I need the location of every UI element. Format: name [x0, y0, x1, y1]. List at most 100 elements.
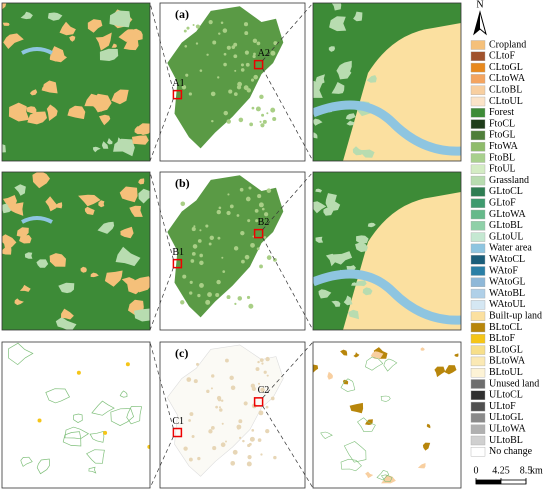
- speck: [191, 252, 196, 256]
- speck: [182, 274, 187, 279]
- speck: [266, 112, 269, 115]
- speck: [255, 367, 260, 372]
- patch: [8, 342, 34, 366]
- patch: [147, 444, 150, 449]
- panel-border: [1, 341, 151, 489]
- patch: [420, 347, 425, 351]
- patch: [119, 390, 128, 398]
- speck: [239, 436, 242, 440]
- patch: [343, 295, 353, 306]
- legend-label: Built-up land: [489, 310, 542, 321]
- speck: [180, 300, 185, 305]
- speck: [234, 69, 237, 72]
- legend-swatch: [470, 175, 486, 186]
- patch: [376, 469, 389, 481]
- patch: [313, 201, 327, 214]
- speck: [239, 187, 244, 192]
- speck: [197, 239, 202, 243]
- speck: [265, 356, 270, 362]
- patch: [103, 430, 108, 435]
- province: [166, 344, 284, 477]
- patch: [2, 245, 12, 255]
- speck: [226, 295, 231, 300]
- patch: [89, 430, 105, 443]
- leader-line: [262, 237, 314, 331]
- legend-label: ULtoF: [489, 401, 516, 412]
- legend-swatch: [470, 322, 486, 333]
- legend-swatch: [470, 390, 486, 400]
- patch: [3, 195, 17, 207]
- patch: [329, 16, 347, 32]
- patch: [24, 252, 33, 259]
- speck: [261, 207, 265, 211]
- speck: [248, 442, 252, 446]
- speck: [256, 247, 260, 251]
- panel-border: [312, 2, 462, 162]
- panel-border: [1, 2, 151, 162]
- speck: [190, 259, 195, 263]
- patch: [340, 349, 348, 356]
- legend-label: Unused land: [489, 378, 539, 389]
- speck: [259, 265, 263, 268]
- speck: [263, 212, 269, 217]
- patch: [123, 37, 139, 51]
- speck: [246, 295, 251, 300]
- speck: [189, 291, 193, 295]
- patch: [340, 458, 362, 472]
- scale-label: 4.25: [492, 465, 510, 476]
- legend-label: WAtoUL: [489, 299, 526, 310]
- speck: [261, 113, 265, 117]
- scale-bar-fill: [476, 480, 501, 484]
- speck: [197, 456, 201, 461]
- patch: [88, 466, 97, 474]
- patch: [346, 120, 355, 126]
- patch: [69, 35, 76, 42]
- speck: [199, 229, 202, 232]
- speck: [273, 41, 278, 46]
- speck: [212, 446, 217, 451]
- leader-line: [149, 171, 174, 260]
- speck: [210, 426, 215, 430]
- patch: [113, 138, 135, 157]
- speck: [244, 31, 249, 36]
- patch: [320, 431, 333, 439]
- speck: [209, 235, 214, 240]
- legend-swatch: [470, 435, 486, 446]
- patch: [16, 227, 29, 238]
- legend-label: CLtoBL: [489, 84, 522, 95]
- speck: [240, 230, 245, 236]
- patch: [325, 193, 337, 210]
- speck: [228, 89, 233, 94]
- speck: [256, 41, 261, 46]
- legend-label: FtoGL: [489, 130, 516, 141]
- speck: [265, 428, 270, 434]
- patch: [80, 266, 87, 273]
- speck: [193, 225, 196, 228]
- speck: [251, 429, 255, 432]
- patch: [61, 308, 74, 320]
- speck: [236, 85, 242, 90]
- patch: [361, 149, 375, 158]
- patch: [41, 85, 52, 92]
- water: [21, 47, 53, 55]
- leader-line: [149, 2, 174, 91]
- speck: [255, 106, 261, 112]
- patch: [357, 417, 376, 433]
- speck: [238, 419, 243, 424]
- speck: [207, 292, 212, 297]
- patch: [356, 235, 369, 244]
- legend-swatch: [470, 130, 486, 141]
- patch: [55, 317, 77, 330]
- panel-bg: [2, 3, 150, 161]
- legend-swatch: [470, 141, 486, 152]
- speck: [188, 419, 191, 422]
- leader-line: [262, 171, 314, 230]
- speck: [218, 206, 222, 210]
- leader-line: [262, 405, 314, 489]
- legend-label: Forest: [489, 107, 514, 118]
- north-label: N: [476, 0, 483, 10]
- speck: [223, 110, 229, 116]
- speck: [255, 219, 259, 223]
- panel-border: [312, 171, 462, 331]
- speck: [266, 255, 272, 260]
